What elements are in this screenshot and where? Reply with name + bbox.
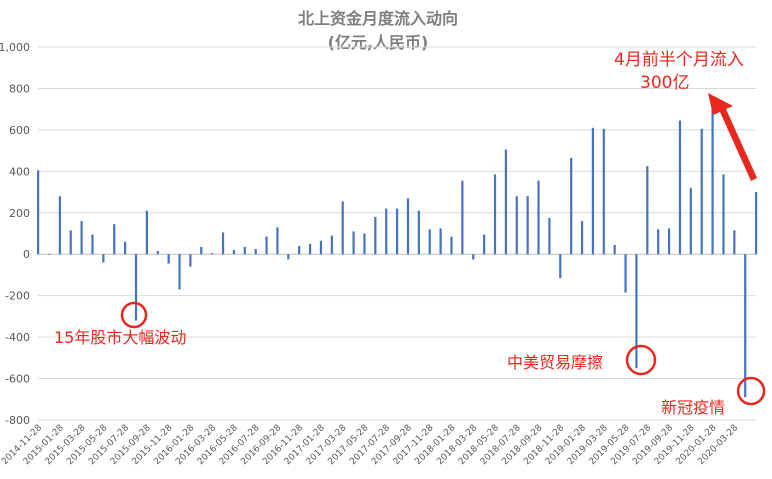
trade-war-marker-circle bbox=[625, 344, 657, 376]
bar bbox=[374, 216, 377, 255]
bar bbox=[156, 251, 159, 255]
bar bbox=[58, 196, 61, 255]
bar bbox=[635, 254, 638, 369]
bar bbox=[548, 217, 551, 255]
bar bbox=[613, 244, 616, 255]
bar bbox=[221, 232, 225, 255]
bar bbox=[91, 234, 94, 255]
bar bbox=[733, 230, 736, 255]
y-tick-label: -400 bbox=[5, 331, 30, 344]
crash2015-label: 15年股市大幅波动 bbox=[54, 328, 186, 347]
bar bbox=[689, 187, 692, 255]
bar bbox=[646, 166, 649, 255]
y-tick-label: 1,000 bbox=[0, 41, 30, 54]
bar bbox=[755, 192, 758, 255]
bar bbox=[483, 234, 486, 255]
bar bbox=[461, 180, 464, 255]
y-tick-label: -800 bbox=[5, 414, 30, 427]
bar bbox=[526, 196, 529, 255]
bar bbox=[570, 157, 573, 255]
bar bbox=[504, 149, 507, 255]
bar bbox=[265, 236, 268, 255]
bar bbox=[559, 254, 562, 279]
bar bbox=[47, 254, 51, 255]
bar bbox=[352, 231, 355, 255]
bar bbox=[69, 230, 72, 255]
bar bbox=[700, 128, 703, 255]
trade-war-label: 中美贸易摩擦 bbox=[507, 353, 603, 372]
y-tick-label: 600 bbox=[9, 124, 30, 137]
bar bbox=[406, 198, 410, 255]
bar bbox=[167, 254, 170, 264]
crash2015-marker-circle bbox=[120, 301, 148, 329]
bar bbox=[178, 254, 181, 290]
bar bbox=[363, 233, 366, 255]
bar bbox=[319, 240, 323, 255]
bar bbox=[254, 249, 257, 255]
april-arrow-icon bbox=[708, 93, 757, 181]
bar bbox=[341, 201, 344, 255]
bar bbox=[537, 180, 540, 255]
chart-subtitle: (亿元,人民币) bbox=[328, 33, 429, 52]
bar bbox=[189, 254, 192, 267]
bar bbox=[678, 120, 682, 255]
bar bbox=[439, 228, 442, 255]
y-tick-label: -200 bbox=[5, 290, 30, 303]
april-label-line1: 4月前半个月流入 bbox=[614, 50, 744, 70]
bar bbox=[134, 254, 138, 321]
bar bbox=[298, 245, 301, 255]
y-tick-label: 800 bbox=[9, 82, 30, 95]
bar bbox=[145, 210, 148, 255]
covid-label: 新冠疫情 bbox=[661, 398, 725, 417]
bars bbox=[37, 102, 758, 398]
chart-title: 北上资金月度流入动向 bbox=[298, 9, 458, 28]
y-tick-label: 400 bbox=[9, 165, 30, 178]
bar bbox=[308, 243, 312, 255]
bar bbox=[493, 174, 497, 255]
bar bbox=[287, 254, 290, 260]
bar bbox=[744, 254, 747, 398]
bar bbox=[515, 196, 518, 255]
bar bbox=[428, 229, 431, 255]
bar bbox=[396, 208, 399, 255]
y-tick-label: 0 bbox=[23, 248, 30, 261]
bar bbox=[667, 228, 671, 255]
bar bbox=[624, 254, 627, 293]
bar bbox=[591, 127, 595, 255]
bar bbox=[211, 253, 214, 255]
bar bbox=[580, 221, 584, 255]
x-axis-labels: 2014-11-282015-01-282015-03-282015-05-28… bbox=[0, 423, 740, 467]
y-tick-label: -600 bbox=[5, 373, 30, 386]
covid-marker-circle bbox=[736, 376, 766, 406]
bar bbox=[385, 208, 388, 255]
bar bbox=[602, 128, 605, 255]
bar bbox=[417, 210, 420, 255]
april-label-line2: 300亿 bbox=[640, 73, 689, 93]
bar bbox=[80, 221, 83, 255]
bar bbox=[102, 254, 105, 263]
bar bbox=[450, 236, 453, 255]
bar bbox=[243, 246, 246, 255]
bar bbox=[37, 170, 40, 255]
y-tick-label: 200 bbox=[9, 207, 30, 220]
bar bbox=[232, 250, 236, 255]
bar bbox=[657, 229, 660, 255]
bar bbox=[722, 174, 725, 255]
bar bbox=[472, 254, 475, 260]
bar bbox=[276, 227, 279, 255]
annotations: 15年股市大幅波动 中美贸易摩擦 新冠疫情 4月前半个月流入 300亿 bbox=[54, 50, 766, 417]
bar bbox=[330, 235, 333, 255]
bar bbox=[200, 246, 203, 255]
bar bbox=[124, 241, 127, 255]
bar bbox=[113, 224, 116, 255]
y-axis-labels: 1,000 800 600 400 200 0 -200 -400 -600 -800 bbox=[0, 41, 30, 427]
bar bbox=[711, 102, 714, 255]
